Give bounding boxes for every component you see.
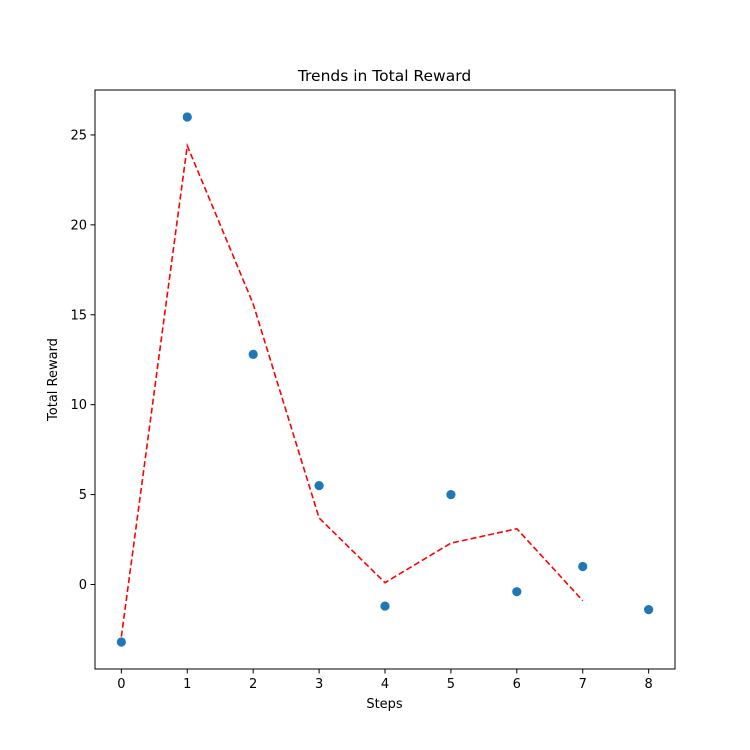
y-tick-label: 0 [79, 578, 87, 593]
plot-frame [94, 89, 676, 670]
plot-area: 0 1 2 3 4 5 6 7 8 0 5 10 15 20 25 [70, 89, 676, 692]
x-axis-label: Steps [366, 697, 403, 712]
data-point [644, 605, 654, 615]
y-tick-label: 20 [70, 218, 87, 233]
chart-title: Trends in Total Reward [297, 67, 471, 85]
data-point [182, 112, 192, 122]
x-tick-label: 2 [249, 677, 257, 692]
y-tick-label: 15 [70, 308, 87, 323]
data-point [248, 349, 258, 359]
y-axis-label: Total Reward [46, 338, 61, 422]
data-point [578, 561, 588, 572]
y-tick-label: 5 [79, 488, 87, 503]
data-point [446, 489, 456, 500]
data-point [116, 637, 126, 647]
x-tick-label: 3 [315, 677, 323, 692]
x-tick-label: 5 [447, 677, 455, 692]
data-point [380, 601, 390, 611]
x-tick-label: 4 [381, 677, 389, 692]
x-tick-label: 8 [644, 677, 652, 692]
x-tick-label: 7 [579, 677, 587, 692]
y-tick-label: 25 [70, 128, 87, 143]
trend-line [120, 142, 584, 637]
x-tick-label: 0 [117, 677, 125, 692]
data-point [314, 480, 324, 491]
x-tick-label: 6 [513, 677, 521, 692]
data-point [512, 587, 522, 597]
x-tick-label: 1 [183, 677, 191, 692]
y-tick-label: 10 [70, 398, 87, 413]
